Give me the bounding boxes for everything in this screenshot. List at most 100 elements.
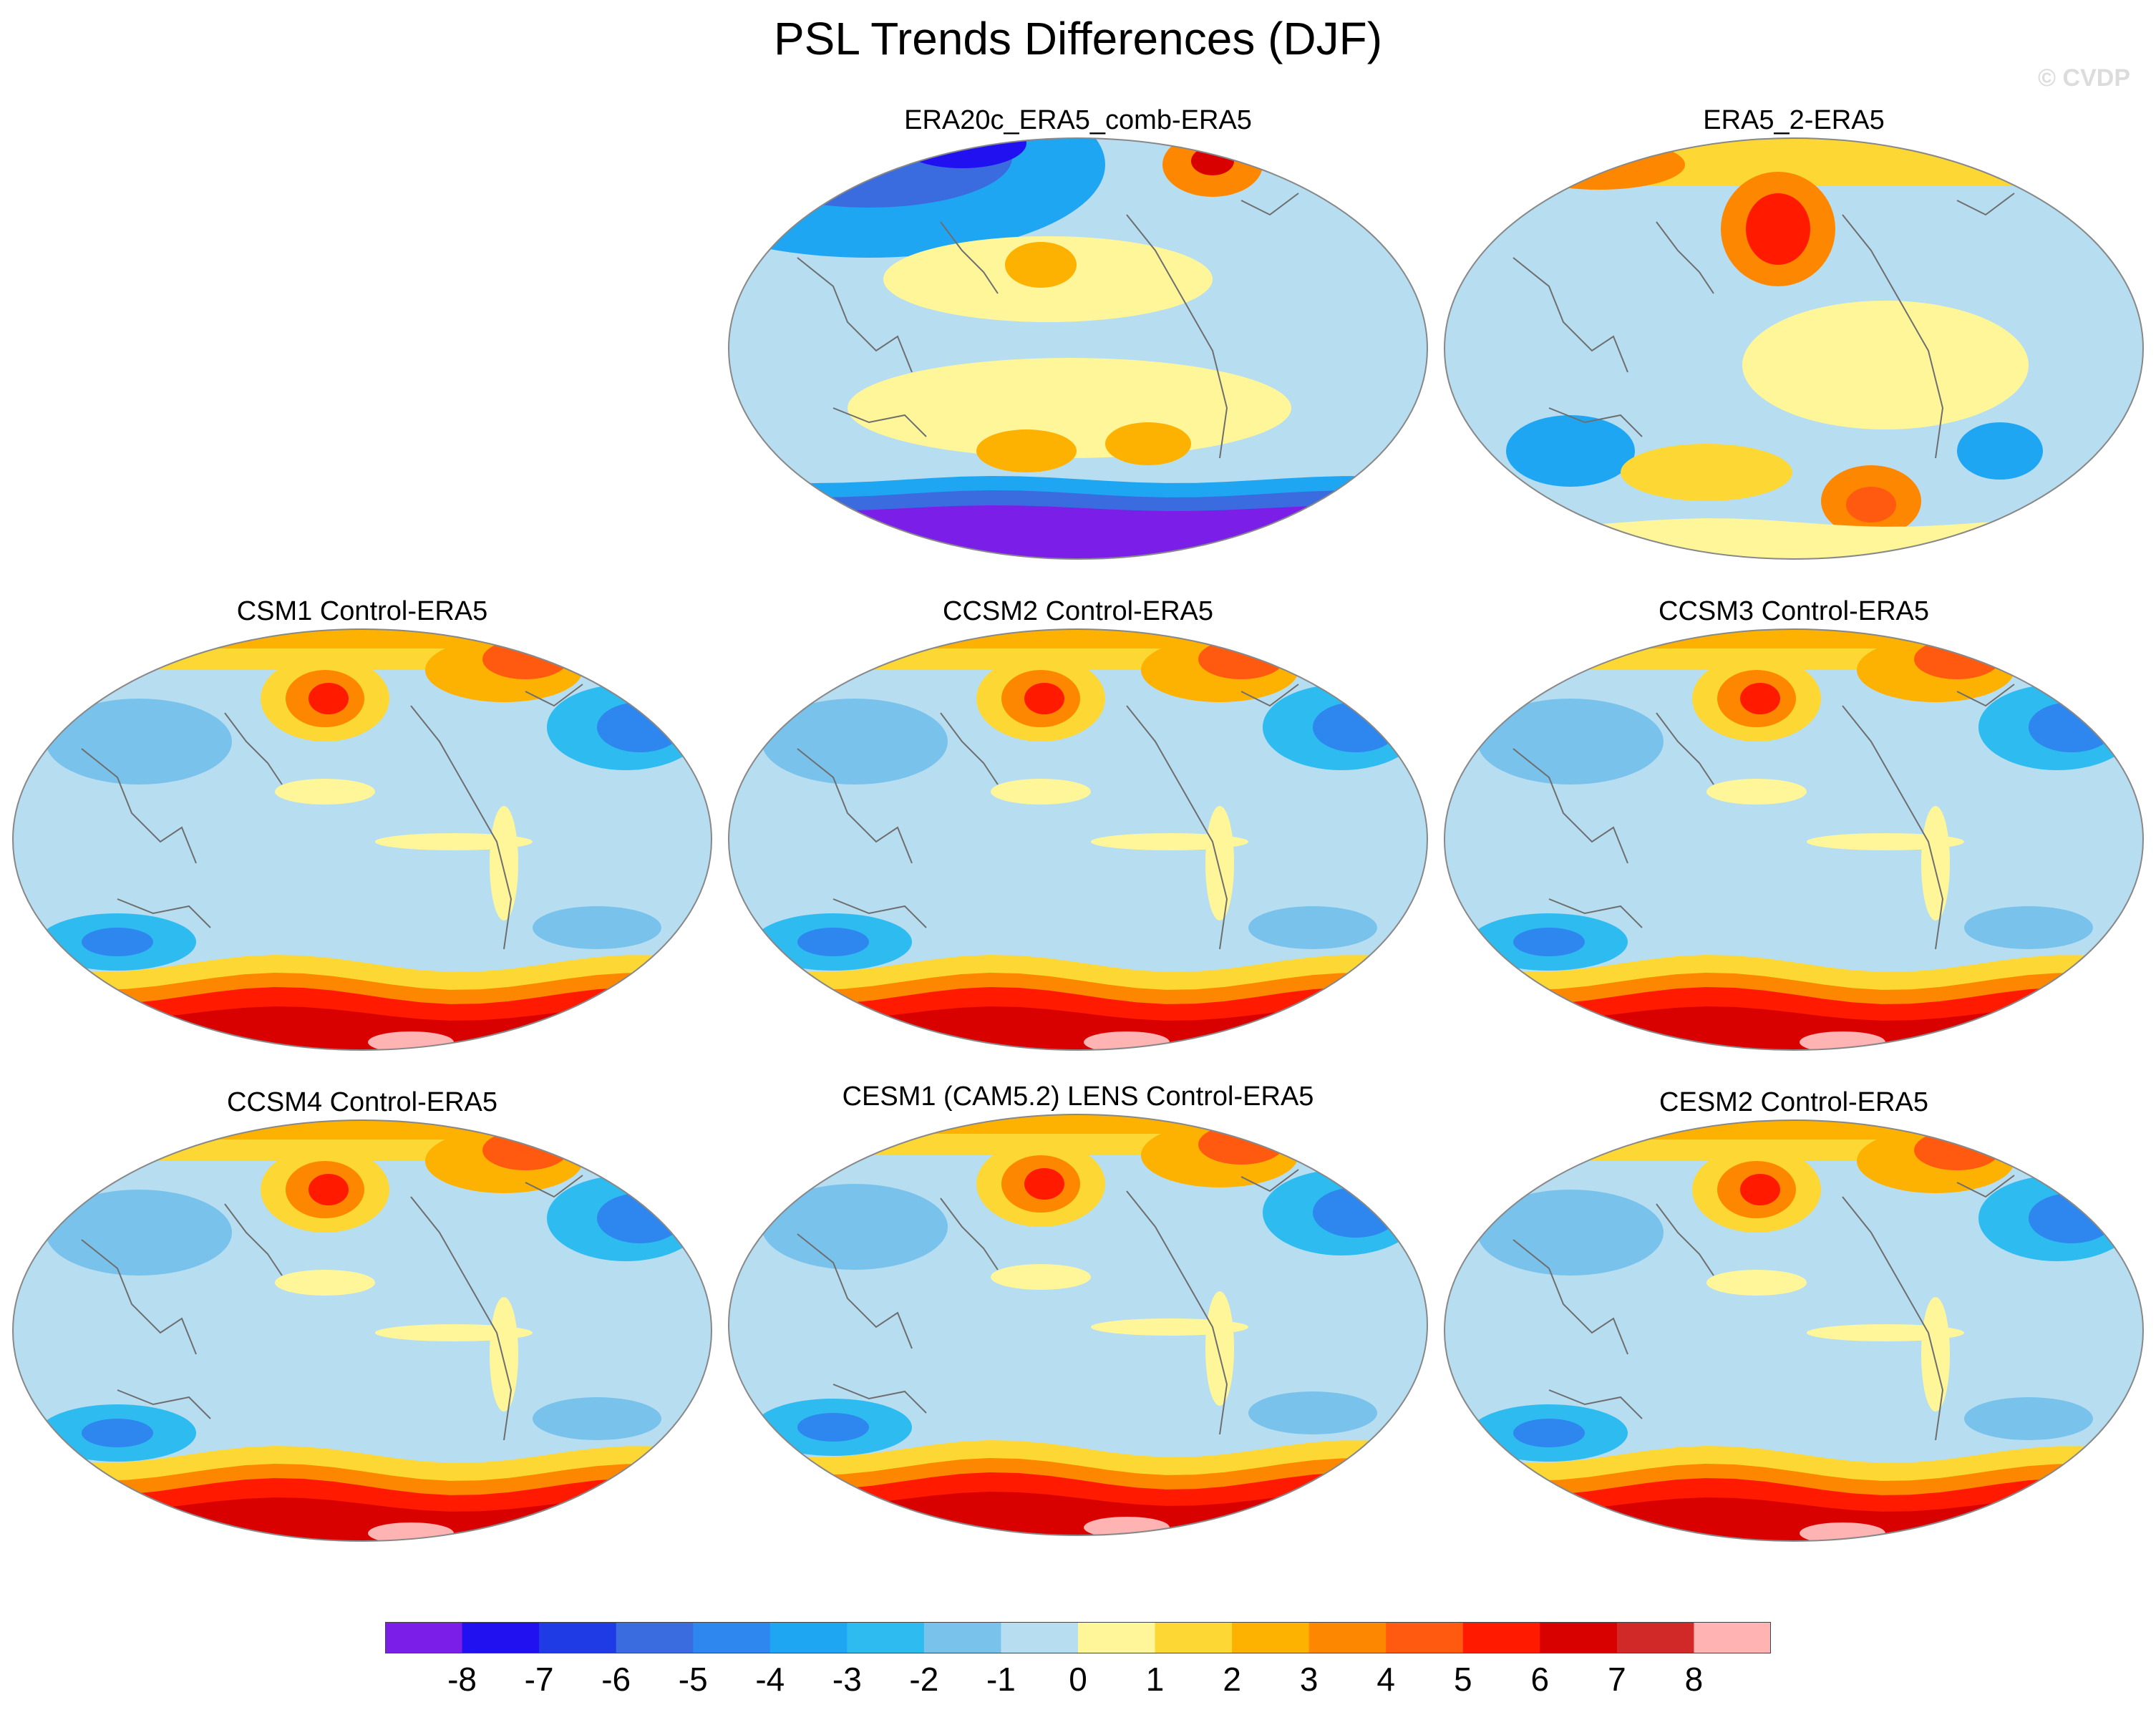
south-indian-low-core (797, 928, 869, 956)
colorbar-swatch (1155, 1622, 1233, 1653)
arctic-band-inner (729, 1114, 1427, 1134)
map-ccsm2 (728, 628, 1428, 1051)
coastline (797, 257, 913, 373)
coastline (1512, 1239, 1628, 1355)
panel-title: CSM1 Control-ERA5 (236, 596, 488, 626)
andes-streak (1205, 806, 1234, 920)
map-outline (728, 137, 1428, 560)
map-cesm1 (728, 1114, 1428, 1536)
map-era20c (728, 137, 1428, 560)
coastline (224, 712, 283, 785)
arctic-band-inner (1444, 629, 2143, 648)
coastline (410, 1196, 513, 1441)
south-indian-low-core (82, 1419, 153, 1447)
colorbar-tick-label: -4 (755, 1661, 785, 1698)
antarctic-band-4 (13, 1497, 712, 1541)
south-high (1105, 422, 1191, 465)
map-outline (12, 628, 712, 1051)
andes-streak (1921, 806, 1950, 920)
colorbar-tick-label: 4 (1376, 1661, 1396, 1698)
n-pacific-high-core (309, 683, 349, 714)
colorbar-tick-label: -5 (678, 1661, 708, 1698)
antarctic-yellow (1444, 518, 2143, 559)
coastline (1548, 1389, 1643, 1419)
colorbar-swatch (1001, 1622, 1079, 1653)
coastline (1512, 257, 1628, 373)
coastline (525, 684, 583, 707)
coastline (1656, 221, 1714, 294)
colorbar-tick-label: -6 (601, 1661, 631, 1698)
eurasia-low (1477, 699, 1664, 784)
coastline (832, 407, 927, 437)
atlantic-low (1957, 422, 2043, 480)
map-outline (1444, 628, 2144, 1051)
andes-streak (490, 1297, 518, 1412)
pacific-yellow (1742, 301, 2029, 429)
map-panel-era5-2: ERA5_2-ERA5 (1442, 105, 2146, 606)
colorbar-tick-label: -7 (524, 1661, 554, 1698)
coastline (832, 1384, 927, 1414)
map-panel-cesm1: CESM1 (CAM5.2) LENS Control-ERA5 (726, 1081, 1430, 1582)
colorbar-tick-label: 0 (1069, 1661, 1087, 1698)
colorbar-tick-label: 7 (1608, 1661, 1626, 1698)
coastline (224, 1203, 283, 1276)
south-indian-low-core (82, 928, 153, 956)
andes-streak (490, 806, 518, 920)
coastline (1240, 1169, 1299, 1192)
coastline (940, 221, 999, 294)
colorbar-swatch (693, 1622, 771, 1653)
n-pacific-high-core (1740, 683, 1780, 714)
arctic-band-inner (13, 1120, 712, 1140)
coastline (1956, 1175, 2015, 1198)
coastline (117, 898, 211, 928)
indian-low (1506, 415, 1635, 487)
panel-title: CCSM2 Control-ERA5 (943, 596, 1213, 626)
south-yellow (1621, 444, 1792, 501)
n-atlantic-low-core (2029, 1193, 2114, 1243)
arctic-band-inner (13, 629, 712, 648)
colorbar-swatch (385, 1622, 463, 1653)
colorbar-frame (385, 1622, 1771, 1653)
coastline (797, 748, 913, 864)
midlat-streak (1706, 1270, 1807, 1296)
n-pacific-high-core (1024, 683, 1064, 714)
antarctic-low-core (729, 505, 1427, 559)
coastline (410, 705, 513, 950)
midlat-streak (1706, 779, 1807, 805)
map-outline (1444, 137, 2144, 560)
midlat-streak (991, 1264, 1091, 1290)
midlat-streak (991, 779, 1091, 805)
colorbar-swatch (1540, 1622, 1618, 1653)
map-panel-ccsm2: CCSM2 Control-ERA5 (726, 596, 1430, 1097)
colorbar-tick-label: 6 (1530, 1661, 1550, 1698)
figure-title: PSL Trends Differences (DJF) (773, 13, 1383, 64)
n-pacific-high-core (1024, 1168, 1064, 1200)
eurasia-low (762, 699, 948, 784)
n-atlantic-low-core (1313, 1187, 1399, 1238)
n-atlantic-low-core (597, 702, 683, 752)
south-atlantic-low (1964, 906, 2093, 949)
colorbar-tick-label: 5 (1453, 1661, 1472, 1698)
panel-title: CESM2 Control-ERA5 (1659, 1087, 1928, 1117)
colorbar-swatch (1386, 1622, 1464, 1653)
coastline (1548, 898, 1643, 928)
south-atlantic-low (1248, 1391, 1377, 1434)
eurasia-low (46, 1190, 232, 1276)
panel-title: ERA20c_ERA5_comb-ERA5 (904, 105, 1252, 135)
map-ccsm3 (1444, 628, 2144, 1051)
south-indian-low-core (1513, 928, 1585, 956)
n-atlantic-low-core (2029, 702, 2114, 752)
map-outline (1444, 1119, 2144, 1542)
panel-title: CCSM4 Control-ERA5 (227, 1087, 497, 1117)
colorbar-swatch (1694, 1622, 1771, 1653)
antarctic-band-4 (1444, 1497, 2143, 1541)
coastline (1126, 705, 1228, 950)
map-panel-era20c: ERA20c_ERA5_comb-ERA5 (726, 105, 1430, 606)
midlat-streak (275, 1270, 375, 1296)
coastline (1126, 1190, 1228, 1435)
pacific-orange (1005, 242, 1077, 288)
coastline (1548, 407, 1643, 437)
map-panel-csm1: CSM1 Control-ERA5 (10, 596, 714, 1097)
colorbar-swatch (769, 1622, 848, 1653)
map-outline (728, 628, 1428, 1051)
